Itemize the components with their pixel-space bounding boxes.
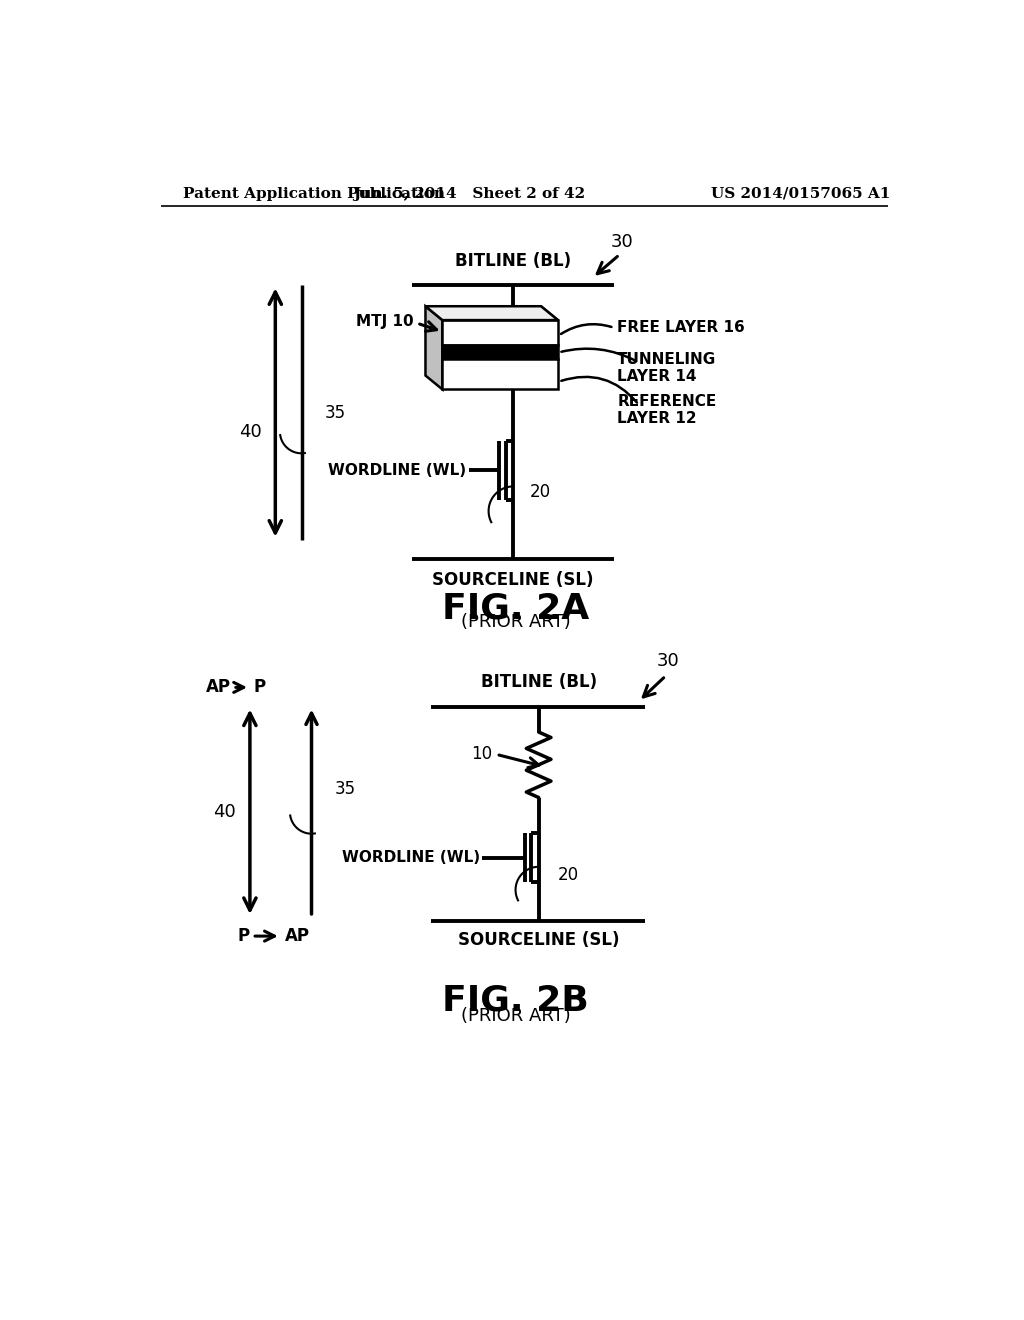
Polygon shape xyxy=(425,306,442,389)
Text: US 2014/0157065 A1: US 2014/0157065 A1 xyxy=(711,187,890,201)
Text: FREE LAYER 16: FREE LAYER 16 xyxy=(617,321,744,335)
Text: WORDLINE (WL): WORDLINE (WL) xyxy=(328,463,466,478)
Text: AP: AP xyxy=(285,927,309,945)
Text: SOURCELINE (SL): SOURCELINE (SL) xyxy=(432,572,594,589)
Text: 30: 30 xyxy=(610,232,633,251)
Polygon shape xyxy=(425,306,558,321)
Polygon shape xyxy=(442,345,558,359)
Text: 30: 30 xyxy=(656,652,679,671)
Text: 35: 35 xyxy=(335,780,355,799)
Text: FIG. 2B: FIG. 2B xyxy=(442,983,589,1018)
Text: SOURCELINE (SL): SOURCELINE (SL) xyxy=(458,932,620,949)
Text: FIG. 2A: FIG. 2A xyxy=(442,591,589,626)
Text: BITLINE (BL): BITLINE (BL) xyxy=(456,252,571,271)
Text: BITLINE (BL): BITLINE (BL) xyxy=(480,673,597,692)
Text: (PRIOR ART): (PRIOR ART) xyxy=(461,1007,570,1024)
Text: WORDLINE (WL): WORDLINE (WL) xyxy=(342,850,480,865)
Text: 35: 35 xyxy=(325,404,346,421)
Text: TUNNELING
LAYER 14: TUNNELING LAYER 14 xyxy=(617,351,717,384)
Text: P: P xyxy=(254,678,266,697)
Text: MTJ 10: MTJ 10 xyxy=(355,314,413,329)
Text: P: P xyxy=(238,927,250,945)
Text: (PRIOR ART): (PRIOR ART) xyxy=(461,612,570,631)
Text: 40: 40 xyxy=(213,803,237,821)
Polygon shape xyxy=(425,306,558,321)
Text: 10: 10 xyxy=(471,746,493,763)
Text: Patent Application Publication: Patent Application Publication xyxy=(183,187,444,201)
Text: Jun. 5, 2014   Sheet 2 of 42: Jun. 5, 2014 Sheet 2 of 42 xyxy=(353,187,586,201)
Text: 20: 20 xyxy=(558,866,579,883)
Polygon shape xyxy=(442,359,558,389)
Polygon shape xyxy=(442,321,558,345)
Text: REFERENCE
LAYER 12: REFERENCE LAYER 12 xyxy=(617,393,717,426)
Text: AP: AP xyxy=(206,678,230,697)
Text: 40: 40 xyxy=(239,422,261,441)
Text: 20: 20 xyxy=(530,483,551,500)
